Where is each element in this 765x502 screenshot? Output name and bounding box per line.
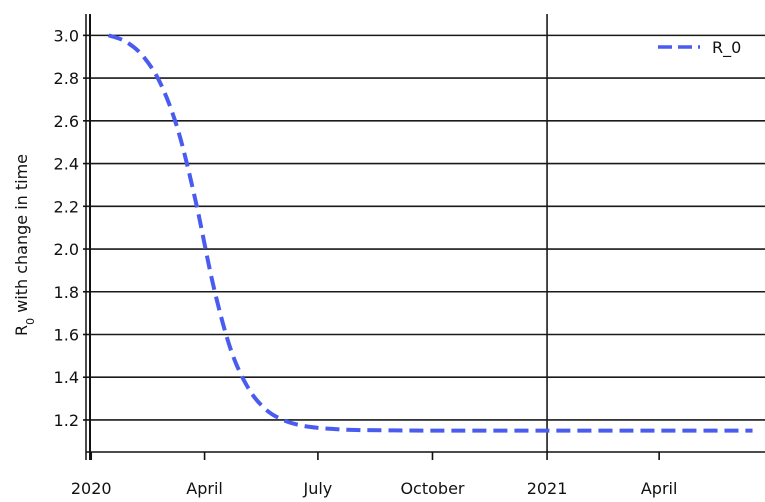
axes <box>85 14 765 460</box>
grid <box>90 14 765 452</box>
y-tick-label: 1.6 <box>54 325 79 344</box>
series-line <box>107 33 753 433</box>
y-tick-label: 2.2 <box>54 197 79 216</box>
y-axis-title: R0 with change in time <box>12 154 37 336</box>
y-tick-label: 2.8 <box>54 69 79 88</box>
y-tick-label: 1.8 <box>54 283 79 302</box>
x-tick-label: April <box>186 479 223 498</box>
x-tick-label: 2021 <box>527 479 568 498</box>
x-tick-label: July <box>303 479 333 498</box>
x-tick-label: October <box>400 479 464 498</box>
y-tick-label: 1.4 <box>54 368 79 387</box>
series <box>107 33 753 433</box>
y-tick-label: 2.6 <box>54 112 79 131</box>
legend: R_0 <box>658 38 741 58</box>
y-tick-label: 2.0 <box>54 240 79 259</box>
y-tick-label: 3.0 <box>54 26 79 45</box>
x-tick-label: 2020 <box>71 479 112 498</box>
ticks: 1.2 1.4 1.6 1.8 2.0 2.2 2.4 2.6 2.8 3.0 2020 April J… <box>54 26 678 498</box>
legend-label: R_0 <box>712 38 741 58</box>
y-tick-label: 2.4 <box>54 155 79 174</box>
x-tick-label: April <box>641 479 678 498</box>
y-tick-label: 1.2 <box>54 411 79 430</box>
